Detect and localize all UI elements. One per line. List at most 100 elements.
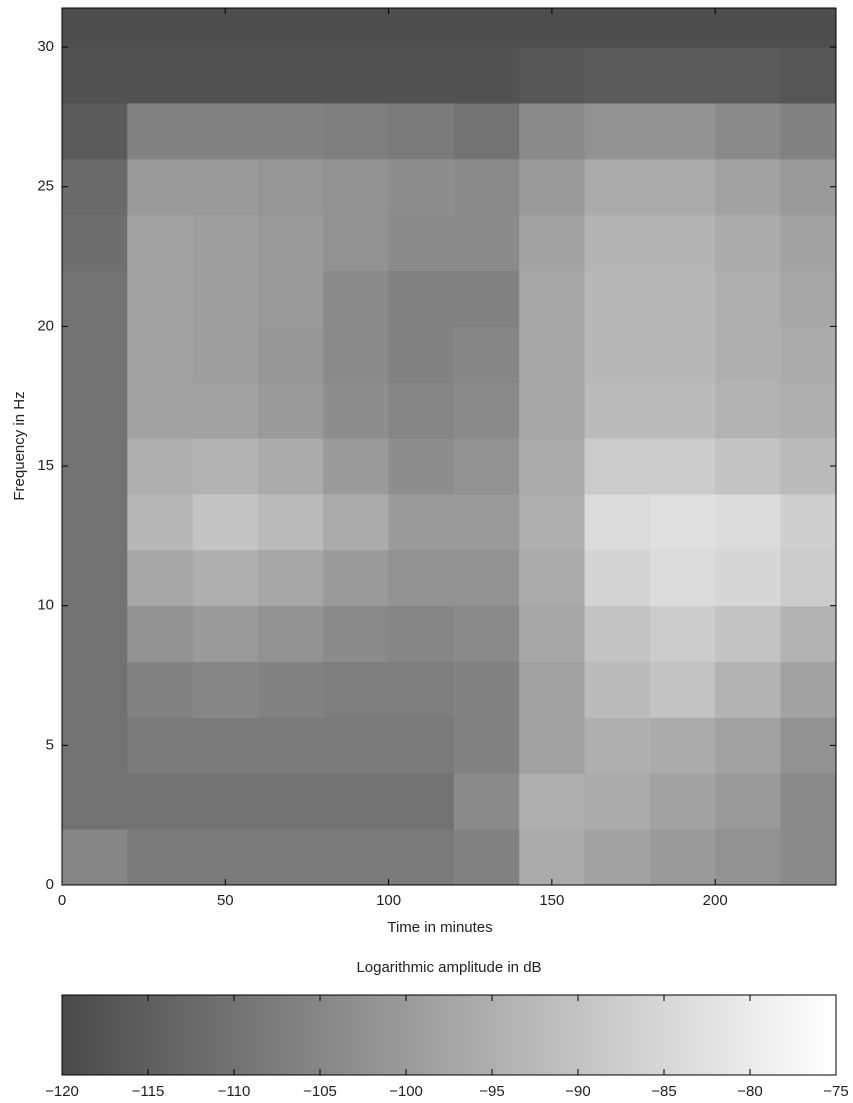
heatmap-cell bbox=[127, 829, 194, 885]
heatmap-cell bbox=[453, 605, 520, 663]
heatmap-cell bbox=[388, 438, 455, 495]
heatmap-cell bbox=[388, 661, 455, 718]
heatmap-cell bbox=[453, 661, 520, 718]
heatmap-cell bbox=[453, 47, 520, 104]
heatmap-cell bbox=[257, 493, 324, 551]
heatmap-cell bbox=[453, 102, 520, 160]
heatmap-cell bbox=[192, 661, 259, 718]
heatmap-cell bbox=[453, 382, 520, 439]
heatmap-cell bbox=[62, 8, 128, 48]
heatmap-cell bbox=[584, 829, 651, 885]
heatmap-cell bbox=[715, 270, 781, 327]
heatmap-cell bbox=[192, 829, 259, 885]
heatmap-cell bbox=[649, 382, 716, 439]
heatmap-cell bbox=[453, 438, 520, 495]
heatmap-cell bbox=[584, 382, 651, 439]
heatmap-cell bbox=[257, 605, 324, 663]
heatmap-cell bbox=[584, 493, 651, 551]
heatmap-cell bbox=[388, 493, 455, 551]
heatmap-cell bbox=[192, 47, 259, 104]
heatmap-cell bbox=[192, 326, 259, 383]
colorbar-tick-label: −105 bbox=[303, 1083, 337, 1100]
heatmap-cell bbox=[453, 8, 520, 48]
heatmap-cell bbox=[584, 8, 651, 48]
colorbar-tick-label: −80 bbox=[737, 1083, 762, 1100]
heatmap-cell bbox=[127, 8, 194, 48]
heatmap-cell bbox=[62, 549, 128, 607]
heatmap-cell bbox=[453, 717, 520, 774]
heatmap-cell bbox=[780, 773, 836, 830]
heatmap-cell bbox=[584, 102, 651, 160]
colorbar-title: Logarithmic amplitude in dB bbox=[356, 959, 541, 976]
heatmap-cell bbox=[715, 382, 781, 439]
heatmap-cell bbox=[323, 549, 390, 607]
heatmap-cell bbox=[257, 326, 324, 383]
colorbar-tick-label: −100 bbox=[389, 1083, 423, 1100]
heatmap-cell bbox=[257, 717, 324, 774]
heatmap-cell bbox=[192, 8, 259, 48]
x-tick-label: 200 bbox=[703, 892, 728, 909]
heatmap-cell bbox=[127, 326, 194, 383]
heatmap-cell bbox=[62, 326, 128, 383]
heatmap-cell bbox=[323, 270, 390, 327]
y-tick-label: 30 bbox=[37, 38, 54, 55]
heatmap-cell bbox=[519, 158, 586, 216]
heatmap-cell bbox=[388, 326, 455, 383]
heatmap-cell bbox=[257, 549, 324, 607]
heatmap-cell bbox=[780, 102, 836, 160]
heatmap-cell bbox=[127, 493, 194, 551]
heatmap-cell bbox=[62, 661, 128, 718]
colorbar-tick-label: −90 bbox=[565, 1083, 590, 1100]
heatmap-cell bbox=[649, 829, 716, 885]
heatmap-cell bbox=[649, 438, 716, 495]
heatmap-cell bbox=[584, 605, 651, 663]
heatmap-cell bbox=[519, 493, 586, 551]
heatmap-cell bbox=[649, 493, 716, 551]
heatmap-cell bbox=[257, 661, 324, 718]
heatmap-cell bbox=[323, 158, 390, 216]
heatmap-cell bbox=[257, 102, 324, 160]
heatmap-cell bbox=[584, 438, 651, 495]
heatmap-cell bbox=[649, 102, 716, 160]
heatmap-cell bbox=[780, 326, 836, 383]
heatmap-cell bbox=[388, 773, 455, 830]
heatmap-cell bbox=[780, 438, 836, 495]
heatmap-cell bbox=[192, 605, 259, 663]
heatmap-cell bbox=[388, 214, 455, 272]
heatmap-cell bbox=[453, 493, 520, 551]
heatmap-cell bbox=[127, 605, 194, 663]
heatmap-cell bbox=[388, 549, 455, 607]
heatmap-cell bbox=[453, 158, 520, 216]
heatmap-cell bbox=[192, 773, 259, 830]
heatmap-cell bbox=[388, 382, 455, 439]
colorbar-tick-label: −110 bbox=[218, 1083, 251, 1100]
heatmap-cell bbox=[584, 717, 651, 774]
heatmap-cell bbox=[780, 214, 836, 272]
heatmap-cell bbox=[453, 326, 520, 383]
heatmap-cell bbox=[192, 438, 259, 495]
heatmap-cell bbox=[649, 8, 716, 48]
x-axis-label: Time in minutes bbox=[387, 919, 492, 936]
heatmap-cell bbox=[519, 438, 586, 495]
x-tick-label: 150 bbox=[539, 892, 564, 909]
heatmap-cell bbox=[715, 493, 781, 551]
heatmap-cell bbox=[780, 47, 836, 104]
heatmap-cell bbox=[62, 493, 128, 551]
heatmap-cell bbox=[715, 438, 781, 495]
x-tick-label: 50 bbox=[217, 892, 234, 909]
heatmap-cell bbox=[127, 549, 194, 607]
y-tick-label: 5 bbox=[46, 736, 54, 753]
heatmap-cell bbox=[192, 270, 259, 327]
heatmap-cell bbox=[127, 438, 194, 495]
heatmap-cell bbox=[780, 549, 836, 607]
heatmap-cell bbox=[323, 661, 390, 718]
heatmap-cell bbox=[453, 270, 520, 327]
heatmap-cell bbox=[584, 326, 651, 383]
heatmap-cell bbox=[584, 661, 651, 718]
heatmap-cell bbox=[323, 382, 390, 439]
heatmap-cell bbox=[388, 102, 455, 160]
heatmap-cell bbox=[388, 270, 455, 327]
heatmap-cell bbox=[715, 158, 781, 216]
